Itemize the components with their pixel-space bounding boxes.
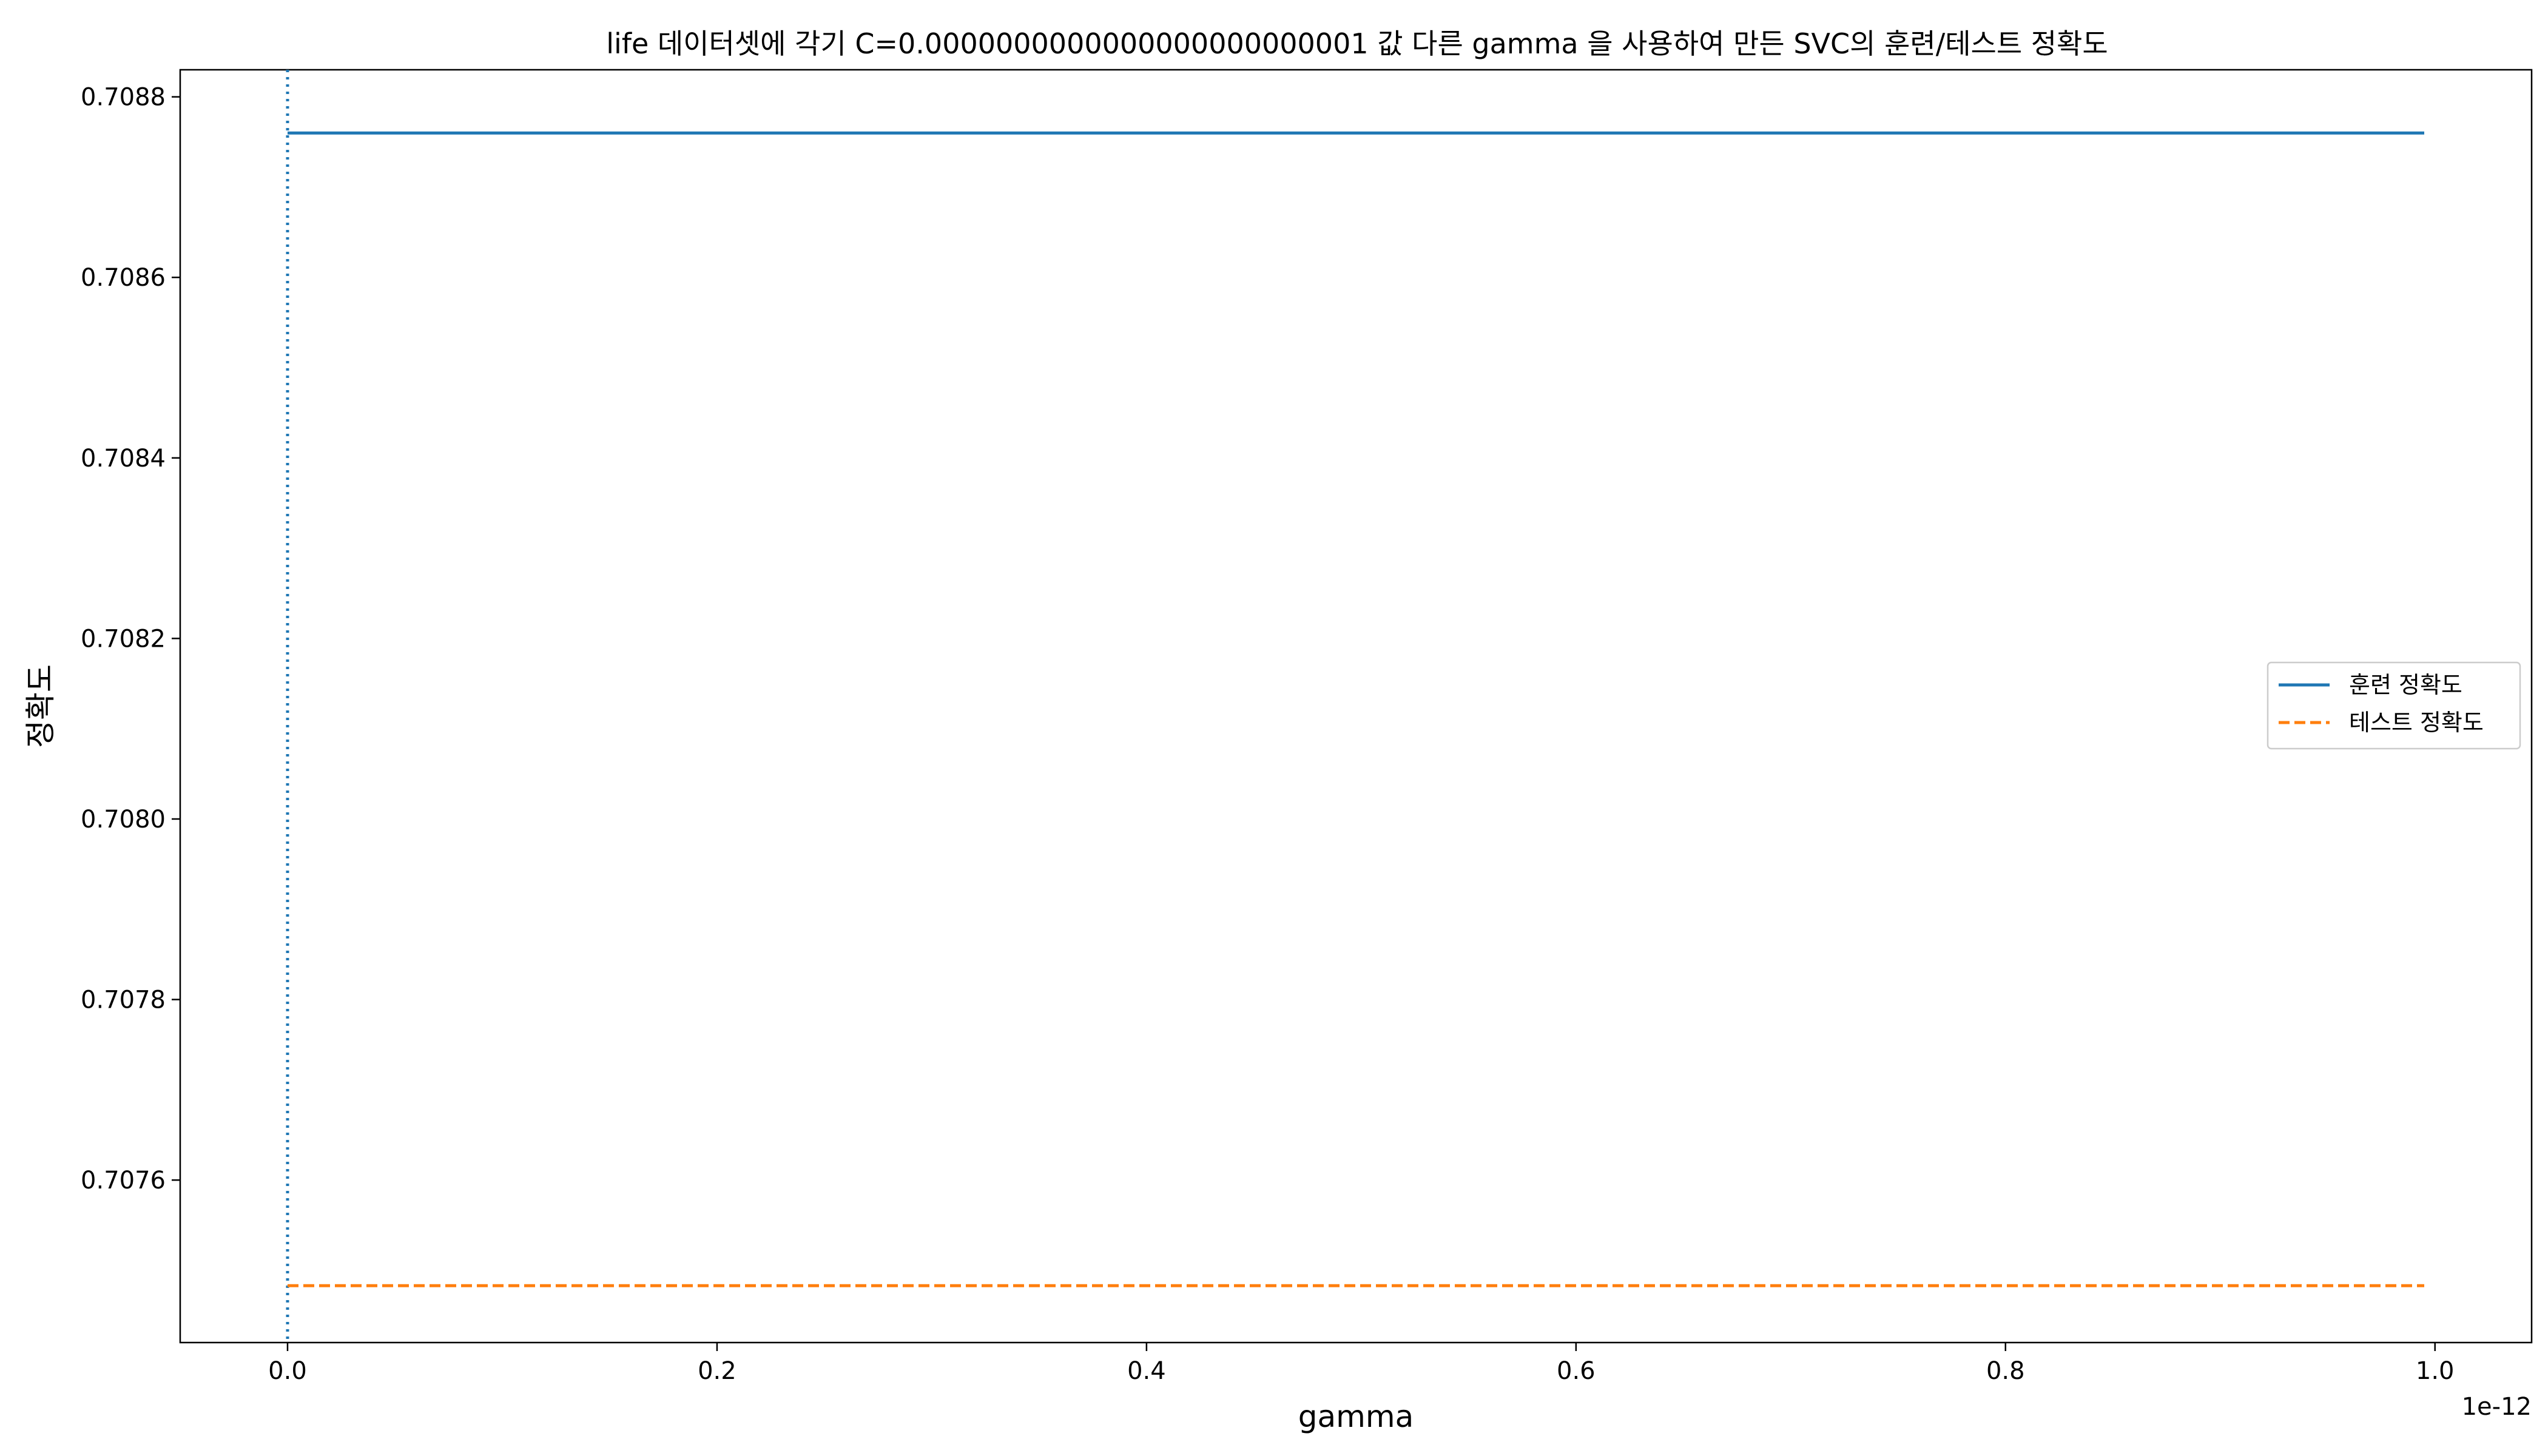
y-tick-label: 0.7076 <box>81 1167 166 1195</box>
y-tick-label: 0.7078 <box>81 986 166 1014</box>
y-tick-label: 0.7086 <box>81 264 166 292</box>
y-axis-label: 정확도 <box>23 664 58 748</box>
x-tick-label: 0.0 <box>268 1357 307 1385</box>
series-layer <box>286 70 2424 1343</box>
x-tick-label: 0.6 <box>1557 1357 1596 1385</box>
x-axis-offset-label: 1e-12 <box>2462 1393 2532 1421</box>
y-tick-label: 0.7080 <box>81 806 166 834</box>
y-tick-label: 0.7084 <box>81 445 166 473</box>
legend-label: 훈련 정확도 <box>2349 672 2462 698</box>
legend-frame <box>2267 661 2521 750</box>
y-tick-label: 0.7082 <box>81 625 166 653</box>
chart-title: life 데이터셋에 각기 C=0.0000000000000000000000… <box>606 27 2108 60</box>
x-tick-label: 1.0 <box>2416 1357 2455 1385</box>
x-axis-label: gamma <box>1298 1399 1414 1434</box>
x-axis: 0.0 0.2 0.4 0.6 0.8 1.0 <box>268 1343 2455 1385</box>
x-tick-label: 0.8 <box>1986 1357 2025 1385</box>
legend-label: 테스트 정확도 <box>2349 709 2484 736</box>
plot-area <box>179 69 2533 1344</box>
y-tick-label: 0.7088 <box>81 84 166 112</box>
x-tick-label: 0.4 <box>1127 1357 1166 1385</box>
x-tick-label: 0.2 <box>698 1357 736 1385</box>
y-axis: 0.7076 0.7078 0.7080 0.7082 0.7084 0.7086 0.70… <box>81 84 180 1195</box>
